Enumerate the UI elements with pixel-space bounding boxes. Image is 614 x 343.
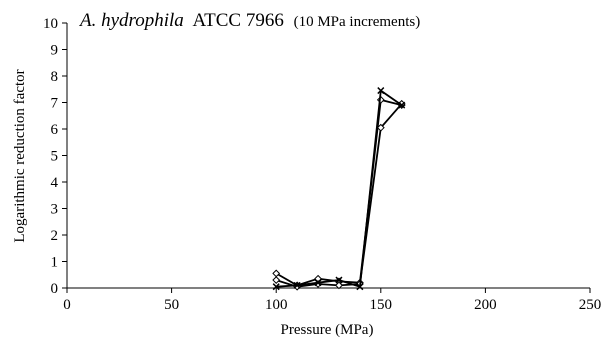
y-tick-label: 1: [51, 255, 59, 271]
y-tick-label: 3: [51, 202, 59, 218]
y-tick-label: 8: [51, 69, 59, 85]
x-tick-label: 150: [370, 297, 393, 313]
data-point-x: [314, 279, 322, 287]
chart-title: A. hydrophila ATCC 7966 (10 MPa incremen…: [78, 10, 420, 31]
data-point-x: [272, 283, 280, 291]
series-group: [272, 87, 406, 291]
chart-title-note: (10 MPa increments): [294, 14, 421, 30]
chart-title-strain: ATCC 7966: [193, 10, 284, 31]
x-tick-label: 200: [474, 297, 497, 313]
y-tick-label: 5: [51, 149, 59, 165]
data-point-x: [356, 283, 364, 291]
data-point-x: [377, 87, 385, 95]
data-point-x: [398, 101, 406, 109]
y-axis-label: Logarithmic reduction factor: [12, 69, 28, 242]
x-axis-label: Pressure (MPa): [281, 322, 374, 338]
y-tick-label: 6: [51, 122, 59, 138]
x-tick-label: 100: [265, 297, 288, 313]
y-tick-label: 7: [51, 96, 59, 112]
x-tick-label: 0: [63, 297, 71, 313]
y-tick-label: 9: [51, 43, 59, 59]
data-point-diamond: [335, 281, 343, 290]
y-tick-label: 4: [51, 175, 59, 191]
data-point-x: [335, 276, 343, 284]
chart-title-species: A. hydrophila: [78, 10, 184, 31]
data-point-x: [293, 281, 301, 289]
data-point-diamond: [376, 123, 385, 132]
x-tick-label: 50: [164, 297, 179, 313]
y-tick-label: 2: [51, 228, 59, 244]
y-tick-label: 0: [51, 281, 59, 297]
x-tick-label: 250: [579, 297, 602, 313]
data-point-diamond: [272, 276, 281, 284]
series-line-2: [275, 103, 403, 288]
y-tick-label: 10: [43, 16, 58, 32]
series-line-3: [276, 88, 403, 288]
